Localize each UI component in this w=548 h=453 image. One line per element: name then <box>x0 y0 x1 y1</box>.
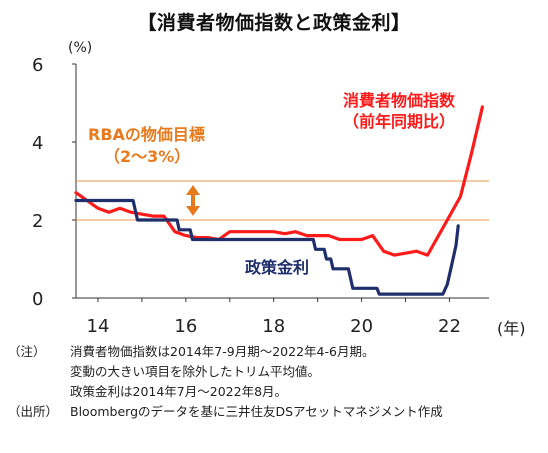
x-tick-label: 14 <box>87 316 110 337</box>
y-unit-label: (%) <box>68 40 92 56</box>
footnotes: （注） 消費者物価指数は2014年7-9月期～2022年4-6月期。 変動の大きい… <box>8 342 443 422</box>
note-row: （注） 消費者物価指数は2014年7-9月期～2022年4-6月期。 <box>8 342 443 362</box>
policy-rate-series-label: 政策金利 <box>245 258 309 277</box>
x-tick-label: 20 <box>350 316 373 337</box>
target-band-label: RBAの物価目標 <box>88 125 205 144</box>
note-text: Bloombergのデータを基に三井住友DSアセットマネジメント作成 <box>70 404 443 419</box>
arrow-down-icon <box>186 206 200 216</box>
y-tick-label: 0 <box>32 289 43 310</box>
policy-rate-series-line <box>74 198 460 296</box>
note-tag <box>8 382 70 402</box>
chart-title: 【消費者物価指数と政策金利】 <box>137 12 411 34</box>
y-tick-label: 2 <box>32 211 43 232</box>
chart: 0 2 4 6 (%) 14 16 18 20 22 (年) RBAの物価目標 （2～3%） 消費者物… <box>32 40 526 338</box>
series-lines <box>74 105 484 296</box>
arrow-up-icon <box>186 185 200 195</box>
note-text: 消費者物価指数は2014年7-9月期～2022年4-6月期。 <box>70 344 375 359</box>
cpi-series-sublabel: （前年同期比） <box>343 112 455 131</box>
note-tag: （出所） <box>8 404 59 419</box>
note-text: 政策金利は2014年7月～2022年8月。 <box>70 384 288 399</box>
target-band-range-label: （2～3%） <box>104 147 190 166</box>
note-tag: （注） <box>8 344 46 359</box>
x-tick-label: 18 <box>262 316 285 337</box>
note-tag <box>8 362 70 382</box>
note-row: 政策金利は2014年7月～2022年8月。 <box>8 382 443 402</box>
note-row: 変動の大きい項目を除外したトリム平均値。 <box>8 362 443 382</box>
note-row: （出所） Bloombergのデータを基に三井住友DSアセットマネジメント作成 <box>8 402 443 422</box>
chart-labels: 消費者物価指数 （前年同期比） 政策金利 <box>245 91 456 277</box>
chart-axes: 0 2 4 6 (%) 14 16 18 20 22 (年) <box>32 40 526 338</box>
note-text: 変動の大きい項目を除外したトリム平均値。 <box>70 364 321 379</box>
x-tick-label: 22 <box>438 316 461 337</box>
y-tick-label: 4 <box>32 133 43 154</box>
cpi-series-line <box>74 105 484 257</box>
y-tick-label: 6 <box>32 55 43 76</box>
cpi-series-label: 消費者物価指数 <box>343 91 456 110</box>
x-unit-label: (年) <box>497 319 526 338</box>
x-tick-label: 16 <box>174 316 197 337</box>
target-band: RBAの物価目標 （2～3%） <box>76 125 489 221</box>
